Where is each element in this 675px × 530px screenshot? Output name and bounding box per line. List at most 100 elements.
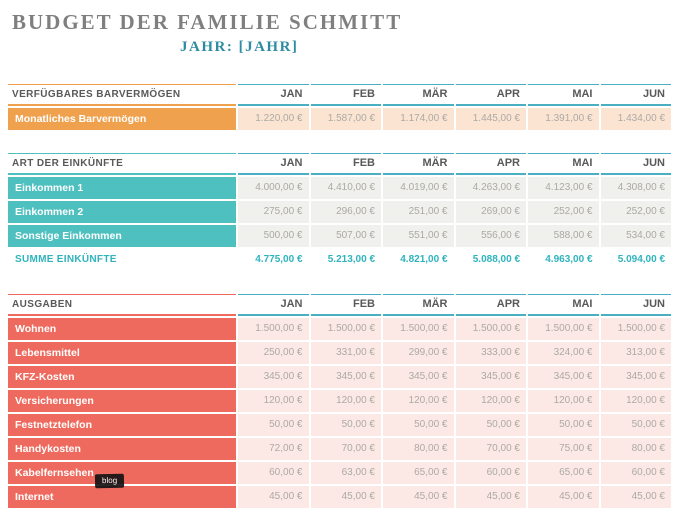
value-cell: 70,00 €	[310, 438, 381, 461]
value-cell: 331,00 €	[310, 342, 381, 365]
value-cell: 1.500,00 €	[600, 318, 671, 341]
row-label: Wohnen	[8, 318, 236, 341]
sum-value-cell: 4.775,00 €	[255, 254, 303, 266]
value-cell: 50,00 €	[455, 414, 526, 437]
sum-value-cell: 4.821,00 €	[400, 254, 448, 266]
section-header-row: VERFÜGBARES BARVERMÖGEN JAN FEB MÄR APR MAI JU…	[8, 84, 671, 107]
value-cell: 45,00 €	[455, 486, 526, 509]
budget-row: Einkommen 1 4.000,00 €4.410,00 €4.019,00 …	[8, 177, 671, 200]
value-cell: 1.391,00 €	[528, 108, 599, 131]
month-header: JUN	[600, 153, 671, 176]
sum-value-cell: 4.963,00 €	[545, 254, 593, 266]
month-header: APR	[455, 153, 526, 176]
value-cell: 80,00 €	[600, 438, 671, 461]
month-header: MAI	[528, 84, 599, 107]
value-cell: 251,00 €	[383, 201, 454, 224]
value-cell: 1.500,00 €	[528, 318, 599, 341]
section: VERFÜGBARES BARVERMÖGEN JAN FEB MÄR APR MAI JU…	[8, 84, 671, 131]
value-cell: 252,00 €	[600, 201, 671, 224]
row-label: Einkommen 2	[8, 201, 236, 224]
month-header: FEB	[310, 294, 381, 317]
budget-row: Kabelfernsehen 60,00 €63,00 €65,00 €60,00…	[8, 462, 671, 485]
value-cell: 65,00 €	[383, 462, 454, 485]
budget-row: Wohnen 1.500,00 €1.500,00 €1.500,00 €1.50…	[8, 318, 671, 341]
budget-row: Lebensmittel 250,00 €331,00 €299,00 €333,…	[8, 342, 671, 365]
row-label: Einkommen 1	[8, 177, 236, 200]
budget-row: Einkommen 2 275,00 €296,00 €251,00 €269,0…	[8, 201, 671, 224]
section-title: VERFÜGBARES BARVERMÖGEN	[8, 84, 236, 107]
row-label: KFZ-Kosten	[8, 366, 236, 389]
month-header: FEB	[310, 153, 381, 176]
value-cell: 4.308,00 €	[600, 177, 671, 200]
value-cell: 80,00 €	[383, 438, 454, 461]
value-cell: 345,00 €	[238, 366, 309, 389]
row-label: Handykosten	[8, 438, 236, 461]
value-cell: 72,00 €	[238, 438, 309, 461]
value-cell: 1.434,00 €	[600, 108, 671, 131]
value-cell: 65,00 €	[528, 462, 599, 485]
row-label: Monatliches Barvermögen	[8, 108, 236, 131]
page-title: BUDGET DER FAMILIE SCHMITT	[12, 10, 403, 34]
month-header: MÄR	[383, 153, 454, 176]
budget-row: KFZ-Kosten 345,00 €345,00 €345,00 €345,00…	[8, 366, 671, 389]
year-label: JAHR: [JAHR]	[180, 39, 299, 56]
budget-row: Versicherungen 120,00 €120,00 €120,00 €12…	[8, 390, 671, 413]
budget-row: Handykosten 72,00 €70,00 €80,00 €70,00 €7…	[8, 438, 671, 461]
value-cell: 345,00 €	[600, 366, 671, 389]
value-cell: 299,00 €	[383, 342, 454, 365]
value-cell: 551,00 €	[383, 225, 454, 248]
month-header: MAI	[528, 294, 599, 317]
sum-value-cell: 5.213,00 €	[327, 254, 375, 266]
budget-row: Internet 45,00 €45,00 €45,00 €45,00 €45,0…	[8, 486, 671, 509]
section: ART DER EINKÜNFTE JAN FEB MÄR APR MAI JUN Einko…	[8, 153, 671, 271]
value-cell: 60,00 €	[600, 462, 671, 485]
value-cell: 250,00 €	[238, 342, 309, 365]
value-cell: 63,00 €	[310, 462, 381, 485]
value-cell: 50,00 €	[600, 414, 671, 437]
value-cell: 534,00 €	[600, 225, 671, 248]
value-cell: 45,00 €	[528, 486, 599, 509]
value-cell: 120,00 €	[383, 390, 454, 413]
value-cell: 4.123,00 €	[528, 177, 599, 200]
budget-row: Festnetztelefon 50,00 €50,00 €50,00 €50,0…	[8, 414, 671, 437]
budget-row: Sonstige Einkommen 500,00 €507,00 €551,00…	[8, 225, 671, 248]
value-cell: 45,00 €	[238, 486, 309, 509]
value-cell: 1.500,00 €	[383, 318, 454, 341]
row-label: Internet	[8, 486, 236, 509]
sum-value-cell: 5.094,00 €	[617, 254, 665, 266]
value-cell: 1.500,00 €	[310, 318, 381, 341]
month-header: JUN	[600, 294, 671, 317]
sum-value-cell: 5.088,00 €	[472, 254, 520, 266]
value-cell: 60,00 €	[455, 462, 526, 485]
row-label: Lebensmittel	[8, 342, 236, 365]
value-cell: 50,00 €	[528, 414, 599, 437]
section-header-row: AUSGABEN JAN FEB MÄR APR MAI JUN	[8, 294, 671, 317]
value-cell: 313,00 €	[600, 342, 671, 365]
value-cell: 1.174,00 €	[383, 108, 454, 131]
value-cell: 120,00 €	[528, 390, 599, 413]
month-header: MAI	[528, 153, 599, 176]
value-cell: 75,00 €	[528, 438, 599, 461]
value-cell: 60,00 €	[238, 462, 309, 485]
month-header: JAN	[238, 294, 309, 317]
value-cell: 345,00 €	[383, 366, 454, 389]
row-label: Versicherungen	[8, 390, 236, 413]
month-header: MÄR	[383, 84, 454, 107]
month-header: APR	[455, 84, 526, 107]
row-label: Kabelfernsehen	[8, 462, 236, 485]
row-label: Festnetztelefon	[8, 414, 236, 437]
value-cell: 45,00 €	[600, 486, 671, 509]
month-header: APR	[455, 294, 526, 317]
value-cell: 333,00 €	[455, 342, 526, 365]
value-cell: 4.019,00 €	[383, 177, 454, 200]
value-cell: 1.445,00 €	[455, 108, 526, 131]
value-cell: 500,00 €	[238, 225, 309, 248]
sum-row: SUMME EINKÜNFTE 4.775,00 € 5.213,00 € 4.821…	[8, 249, 671, 271]
value-cell: 120,00 €	[455, 390, 526, 413]
value-cell: 4.000,00 €	[238, 177, 309, 200]
value-cell: 588,00 €	[528, 225, 599, 248]
value-cell: 50,00 €	[310, 414, 381, 437]
value-cell: 4.410,00 €	[310, 177, 381, 200]
section-title: AUSGABEN	[8, 294, 236, 317]
value-cell: 296,00 €	[310, 201, 381, 224]
